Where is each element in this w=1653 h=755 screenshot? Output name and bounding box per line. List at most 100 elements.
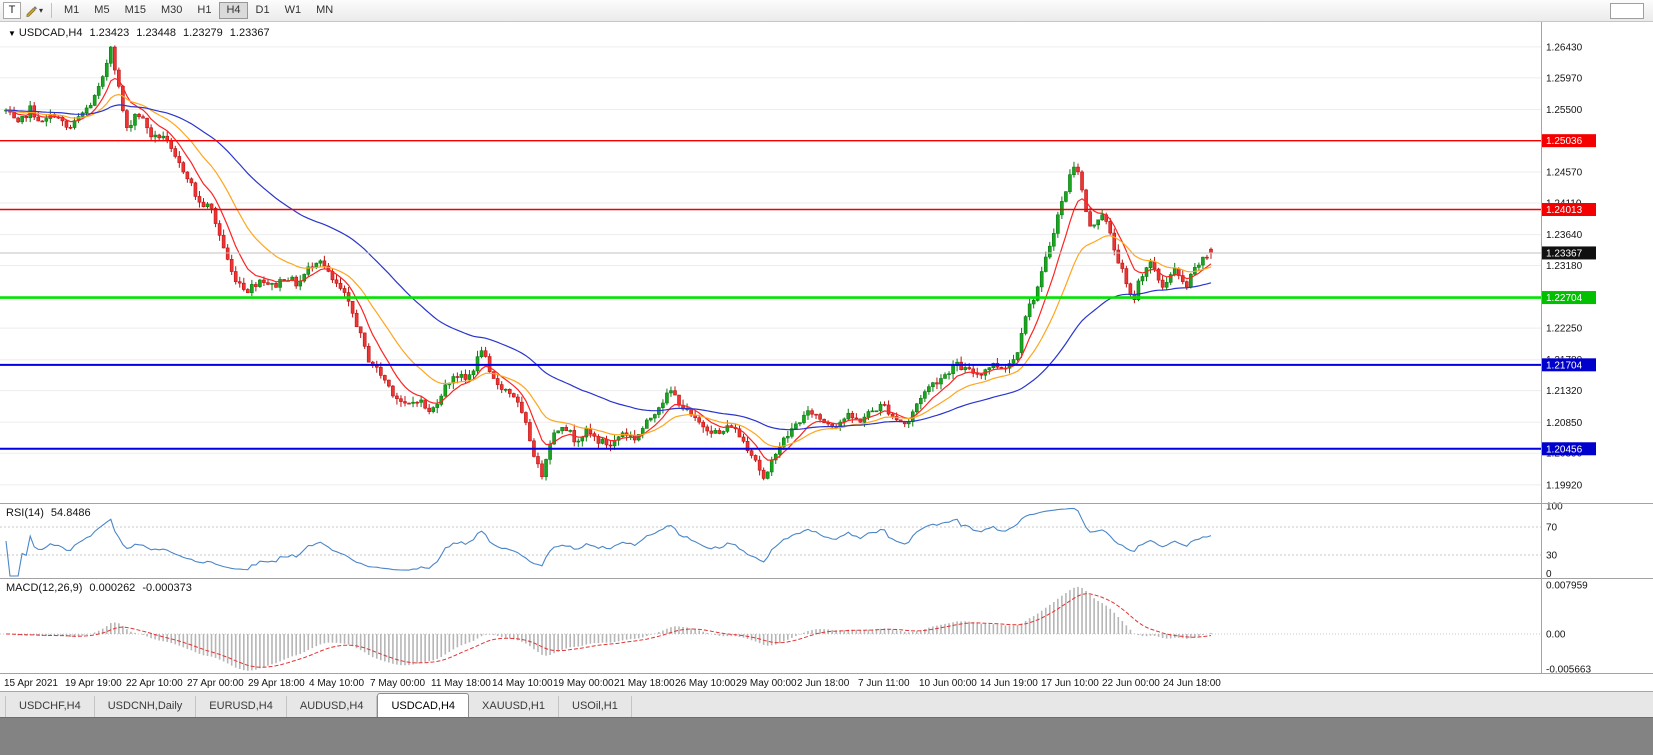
price-axis-tick-label: 1.20850 [1546,418,1583,429]
time-axis-label: 7 Jun 11:00 [858,678,910,689]
bottom-strip [0,717,1653,755]
time-axis-label: 7 May 00:00 [370,678,425,689]
time-axis-label: 19 Apr 19:00 [65,678,122,689]
macd-main-value: 0.000262 [89,582,136,594]
time-axis-label: 24 Jun 18:00 [1163,678,1221,689]
time-axis-label: 22 Apr 10:00 [126,678,183,689]
chevron-down-icon: ▾ [39,6,44,15]
time-axis-label: 10 Jun 00:00 [919,678,977,689]
price-axis-badge-label: 1.20456 [1546,444,1583,455]
toolbar-mini-field[interactable] [1610,2,1644,19]
timeframe-button-MN[interactable]: MN [309,2,340,19]
price-axis-tick-label: 1.26430 [1546,42,1583,53]
ma-mid-line [5,93,1212,448]
timeframe-button-H1[interactable]: H1 [190,2,218,19]
pencil-icon [26,6,38,17]
chart-tab-EURUSD-H4[interactable]: EURUSD,H4 [196,696,287,717]
time-axis-label: 15 Apr 2021 [4,678,58,689]
macd-axis-label: 0.00 [1546,630,1566,641]
rsi-axis-label: 100 [1546,502,1563,513]
time-axis-label: 14 Jun 19:00 [980,678,1038,689]
chart-tab-AUDUSD-H4[interactable]: AUDUSD,H4 [287,696,378,717]
price-axis-badge [1542,358,1596,372]
price-axis-tick-label: 1.21320 [1546,386,1583,397]
macd-axis-label: -0.005663 [1546,665,1591,676]
time-axis-label: 29 Apr 18:00 [248,678,305,689]
price-axis-badge [1542,442,1596,456]
macd-axis-label: 0.007959 [1546,581,1588,592]
timeframe-button-M15[interactable]: M15 [118,2,153,19]
chart-tabs-bar: USDCHF,H4 USDCNH,Daily EURUSD,H4 AUDUSD,H4 U… [0,691,1653,717]
chart-ohlc-header: ▼ USDCAD,H4 1.23423 1.23448 1.23279 1.23367 [8,27,277,39]
price-axis-tick-label: 1.24570 [1546,168,1583,179]
macd-indicator-label: MACD(12,26,9) 0.000262 -0.000373 [6,582,199,594]
ohlc-open: 1.23423 [89,27,130,39]
time-axis-label: 22 Jun 00:00 [1102,678,1160,689]
time-axis-label: 21 May 18:00 [614,678,675,689]
timeframe-button-D1[interactable]: D1 [249,2,277,19]
price-axis-tick-label: 1.23640 [1546,230,1583,241]
timeframe-button-M5[interactable]: M5 [87,2,116,19]
ma-slow-line [5,104,1212,431]
rsi-value: 54.8486 [50,507,91,519]
price-grid [0,46,1541,486]
time-axis-label: 11 May 18:00 [431,678,491,689]
toolbar-separator [51,3,53,18]
price-axis-badge [1542,202,1596,216]
timeframe-button-M1[interactable]: M1 [57,2,86,19]
price-axis-badge-label: 1.23367 [1546,248,1583,259]
rsi-axis-label: 0 [1546,569,1552,580]
macd-signal-line [6,593,1212,668]
price-axis-tick-label: 1.25970 [1546,73,1583,84]
ma-fast-line [5,77,1212,461]
chart-canvas[interactable]: 1.264301.259701.255001.250301.245701.241… [0,22,1653,691]
time-axis-label: 4 May 10:00 [309,678,364,689]
price-axis-badge [1542,246,1596,260]
toolbar-t-button[interactable]: T [3,2,21,19]
time-axis-label: 29 May 00:00 [736,678,797,689]
price-axis-badge [1542,291,1596,305]
time-axis-label: 26 May 10:00 [675,678,736,689]
price-axis-badge-label: 1.24013 [1546,205,1583,216]
rsi-line [5,507,1212,577]
drawing-tools-button[interactable]: ▾ [22,2,46,19]
rsi-label: RSI(14) [6,507,44,519]
chart-tab-USDCHF-H4[interactable]: USDCHF,H4 [5,696,95,717]
price-axis-badge-label: 1.22704 [1546,293,1583,304]
chart-tab-USDCAD-H4[interactable]: USDCAD,H4 [377,693,470,717]
chart-tab-USOil-H1[interactable]: USOil,H1 [559,696,632,717]
price-axis-badge-label: 1.21704 [1546,360,1583,371]
chart-tab-XAUUSD-H1[interactable]: XAUUSD,H1 [469,696,559,717]
chart-background [0,22,1653,691]
time-axis-label: 2 Jun 18:00 [797,678,850,689]
price-axis-tick-label: 1.22250 [1546,324,1583,335]
chart-symbol-label: USDCAD,H4 [18,27,83,39]
rsi-axis-label: 30 [1546,551,1558,562]
price-axis-tick-label: 1.23180 [1546,261,1583,272]
candlestick-series [4,45,1213,481]
top-toolbar: T ▾ M1 M5 M15 M30 H1 H4 D1 W1 MN [0,0,1653,22]
price-axis-badge [1542,134,1596,148]
macd-signal-value: -0.000373 [142,582,192,594]
time-axis-label: 14 May 10:00 [492,678,553,689]
chart-tab-USDCNH-Daily[interactable]: USDCNH,Daily [95,696,197,717]
time-axis-label: 19 May 00:00 [553,678,614,689]
price-axis-tick-label: 1.25500 [1546,105,1583,116]
ohlc-low: 1.23279 [183,27,223,39]
price-axis-tick-label: 1.19920 [1546,480,1583,491]
rsi-indicator-label: RSI(14) 54.8486 [6,507,98,519]
timeframe-button-H4[interactable]: H4 [219,2,248,19]
timeframe-button-W1[interactable]: W1 [278,2,309,19]
rsi-axis-label: 70 [1546,523,1558,534]
macd-histogram [9,586,1212,671]
timeframe-button-M30[interactable]: M30 [154,2,189,19]
time-axis-label: 27 Apr 00:00 [187,678,244,689]
ohlc-close: 1.23367 [229,27,270,39]
ohlc-high: 1.23448 [136,27,177,39]
symbol-menu-icon[interactable]: ▼ [8,29,16,38]
timeframe-button-group: M1 M5 M15 M30 H1 H4 D1 W1 MN [57,2,340,19]
macd-label: MACD(12,26,9) [6,582,83,594]
time-axis-label: 17 Jun 10:00 [1041,678,1099,689]
price-axis-badge-label: 1.25036 [1546,136,1583,147]
